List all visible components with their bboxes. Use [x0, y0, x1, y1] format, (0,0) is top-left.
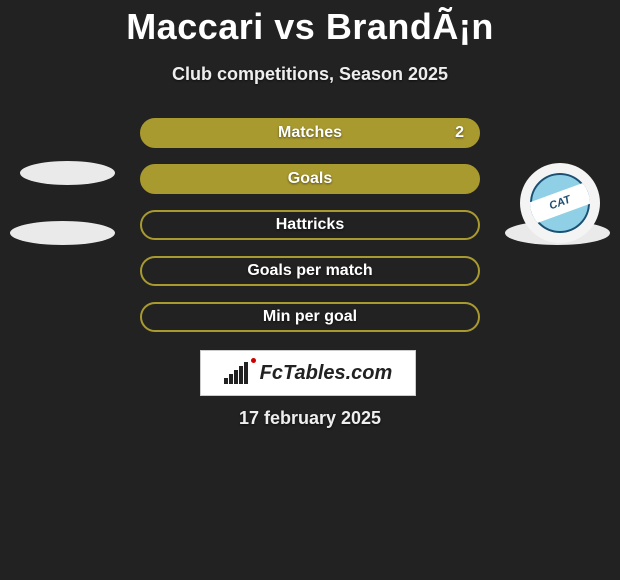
stat-row-matches: Matches 2 [0, 118, 620, 148]
stat-label: Min per goal [263, 308, 357, 326]
stat-label: Matches [278, 124, 342, 142]
stat-row-gpm: Goals per match [0, 256, 620, 286]
stat-pill-gpm: Goals per match [140, 256, 480, 286]
stat-pill-hattricks: Hattricks [140, 210, 480, 240]
stat-label: Goals per match [247, 262, 372, 280]
stat-row-goals: Goals [0, 164, 620, 194]
bar-chart-icon [224, 362, 254, 384]
page-subtitle: Club competitions, Season 2025 [0, 64, 620, 85]
page-title: Maccari vs BrandÃ¡n [0, 0, 620, 48]
stat-pill-matches: Matches 2 [140, 118, 480, 148]
stat-pill-goals: Goals [140, 164, 480, 194]
fctables-link[interactable]: FcTables.com [200, 350, 416, 396]
stat-value: 2 [455, 124, 464, 142]
stat-pill-mpg: Min per goal [140, 302, 480, 332]
stat-row-hattricks: Hattricks [0, 210, 620, 240]
date-text: 17 february 2025 [0, 408, 620, 429]
comparison-content: CAT Matches 2 Goals Hattricks Goals per … [0, 118, 620, 348]
brand-text: FcTables.com [260, 362, 393, 385]
stat-label: Goals [288, 170, 332, 188]
stat-label: Hattricks [276, 216, 344, 234]
stat-row-mpg: Min per goal [0, 302, 620, 332]
